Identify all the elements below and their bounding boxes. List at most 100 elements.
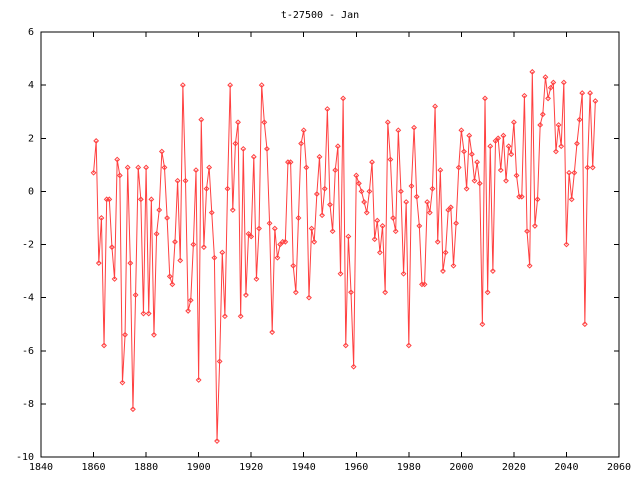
data-point xyxy=(542,74,549,81)
data-point xyxy=(350,363,357,370)
data-point xyxy=(124,164,131,171)
data-point xyxy=(235,119,241,126)
data-point xyxy=(424,199,431,205)
data-point xyxy=(476,180,483,187)
data-point xyxy=(384,119,391,126)
data-point xyxy=(190,241,197,248)
data-point xyxy=(468,151,475,158)
data-point xyxy=(332,167,339,174)
y-tick-label: -4 xyxy=(22,293,34,304)
data-point xyxy=(329,228,336,235)
data-point xyxy=(158,148,165,155)
data-point xyxy=(116,172,123,179)
data-point xyxy=(534,196,541,203)
data-point xyxy=(471,177,478,184)
data-point xyxy=(392,228,399,235)
data-point xyxy=(500,132,507,139)
data-point xyxy=(526,262,533,269)
data-point xyxy=(334,143,341,150)
data-point xyxy=(489,268,496,274)
data-point xyxy=(119,379,126,386)
data-point xyxy=(403,199,410,205)
data-point xyxy=(348,289,354,296)
data-point xyxy=(361,199,368,205)
data-point xyxy=(109,244,115,251)
data-point xyxy=(579,90,586,96)
x-tick-label: 1940 xyxy=(292,462,316,473)
data-point xyxy=(532,223,538,229)
data-point xyxy=(505,143,512,150)
data-point xyxy=(219,249,226,256)
data-point xyxy=(135,164,142,171)
data-point xyxy=(321,185,328,192)
data-point xyxy=(387,156,394,163)
data-point xyxy=(587,90,594,96)
data-point xyxy=(521,92,528,99)
y-tick-label: -8 xyxy=(22,399,34,410)
data-point xyxy=(98,215,105,221)
data-point xyxy=(151,331,157,338)
data-point xyxy=(295,215,302,221)
data-point xyxy=(148,196,155,203)
data-point xyxy=(143,164,149,171)
data-point xyxy=(592,98,599,104)
data-point xyxy=(513,172,520,179)
data-point xyxy=(568,196,575,203)
data-point xyxy=(445,207,452,213)
data-point xyxy=(342,342,349,349)
x-tick-label: 2000 xyxy=(449,462,473,473)
data-point xyxy=(130,406,136,413)
data-point xyxy=(581,321,588,328)
data-point xyxy=(395,127,402,134)
data-point xyxy=(550,79,557,86)
x-tick-label: 1860 xyxy=(81,462,105,473)
data-point xyxy=(442,249,449,256)
data-point xyxy=(539,111,546,118)
x-tick-label: 1920 xyxy=(239,462,263,473)
data-point xyxy=(145,310,152,317)
data-point xyxy=(269,329,276,336)
data-point xyxy=(140,310,147,317)
data-point xyxy=(127,260,134,266)
data-point xyxy=(222,313,228,320)
data-point xyxy=(174,177,181,184)
data-point xyxy=(182,177,189,184)
data-point xyxy=(440,268,446,274)
x-tick-label: 2020 xyxy=(502,462,526,473)
data-point xyxy=(529,68,536,75)
data-point xyxy=(179,82,186,89)
data-point xyxy=(379,223,386,229)
data-point xyxy=(353,172,360,179)
data-point xyxy=(563,241,570,248)
data-point xyxy=(340,95,347,102)
data-point xyxy=(408,183,415,189)
data-point xyxy=(277,241,283,248)
data-point xyxy=(458,127,465,134)
data-point xyxy=(93,138,100,144)
x-tick-label: 1960 xyxy=(344,462,368,473)
data-point xyxy=(495,135,502,142)
y-tick-label: 2 xyxy=(28,133,34,144)
data-point xyxy=(337,270,344,277)
data-point xyxy=(371,236,378,243)
data-point xyxy=(240,145,247,152)
data-point xyxy=(319,212,326,219)
x-tick-label: 1900 xyxy=(187,462,211,473)
data-point xyxy=(455,164,462,171)
data-point xyxy=(245,230,252,237)
data-point xyxy=(524,228,530,235)
data-point xyxy=(266,220,273,227)
data-point xyxy=(258,82,265,89)
data-point xyxy=(363,209,370,216)
y-tick-label: -6 xyxy=(22,346,34,357)
data-point xyxy=(487,143,494,150)
data-point xyxy=(214,438,220,444)
data-point xyxy=(153,230,160,237)
data-point xyxy=(479,321,486,328)
data-point xyxy=(193,167,199,174)
data-point xyxy=(177,257,184,264)
data-point xyxy=(324,106,331,112)
data-point xyxy=(450,262,457,269)
data-point xyxy=(232,140,239,147)
data-point xyxy=(106,196,113,203)
